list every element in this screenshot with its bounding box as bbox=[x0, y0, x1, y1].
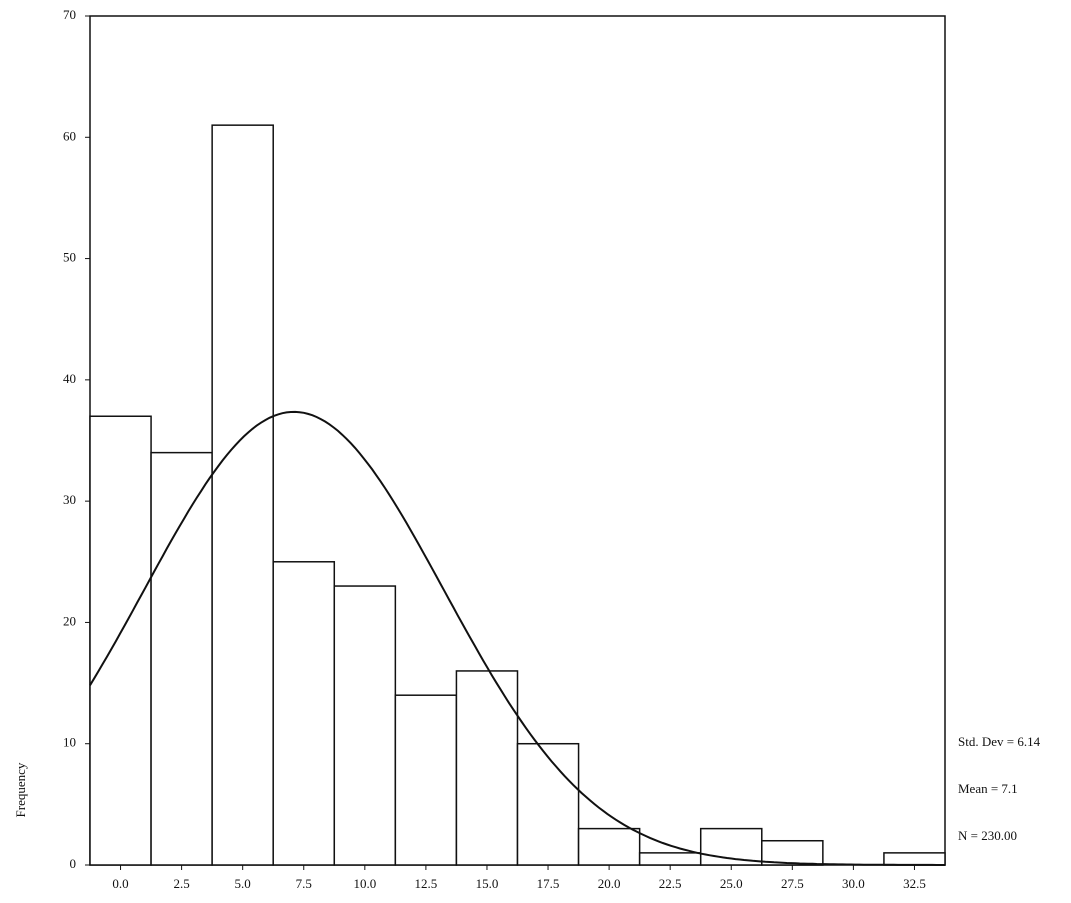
y-tick-label: 30 bbox=[63, 492, 76, 507]
stat-label: Mean = 7.1 bbox=[958, 781, 1018, 796]
y-tick-label: 50 bbox=[63, 250, 76, 265]
x-tick-label: 27.5 bbox=[781, 876, 804, 891]
y-tick-label: 60 bbox=[63, 128, 76, 143]
bar bbox=[699, 827, 763, 866]
normal-curve bbox=[89, 410, 945, 866]
x-tick-label: 30.0 bbox=[842, 876, 865, 891]
bar bbox=[394, 694, 458, 866]
x-tick-label: 12.5 bbox=[415, 876, 438, 891]
x-tick-label: 10.0 bbox=[353, 876, 376, 891]
x-tick-label: 20.0 bbox=[598, 876, 621, 891]
bar bbox=[577, 827, 641, 866]
x-tick-label: 0.0 bbox=[112, 876, 128, 891]
x-tick-label: 22.5 bbox=[659, 876, 682, 891]
y-tick-label: 20 bbox=[63, 613, 76, 628]
x-tick-label: 7.5 bbox=[296, 876, 312, 891]
bar bbox=[516, 742, 580, 866]
bar bbox=[455, 670, 519, 866]
stat-label: N = 230.00 bbox=[958, 828, 1017, 843]
y-axis-label: Frequency bbox=[13, 762, 28, 817]
x-tick-label: 15.0 bbox=[476, 876, 499, 891]
stat-label: Std. Dev = 6.14 bbox=[958, 734, 1041, 749]
y-tick-label: 40 bbox=[63, 371, 76, 386]
bar bbox=[272, 561, 336, 866]
bar bbox=[761, 839, 824, 866]
bar bbox=[211, 124, 274, 866]
x-tick-label: 25.0 bbox=[720, 876, 743, 891]
x-tick-label: 2.5 bbox=[173, 876, 189, 891]
y-tick-label: 0 bbox=[70, 856, 77, 871]
y-tick-label: 70 bbox=[63, 7, 76, 22]
bar bbox=[89, 415, 152, 866]
x-tick-label: 5.0 bbox=[235, 876, 251, 891]
bar bbox=[333, 585, 397, 866]
y-tick-label: 10 bbox=[63, 735, 76, 750]
bar bbox=[883, 852, 946, 866]
bar bbox=[638, 852, 702, 866]
bar bbox=[150, 451, 213, 866]
x-tick-label: 32.5 bbox=[903, 876, 926, 891]
x-tick-label: 17.5 bbox=[537, 876, 560, 891]
